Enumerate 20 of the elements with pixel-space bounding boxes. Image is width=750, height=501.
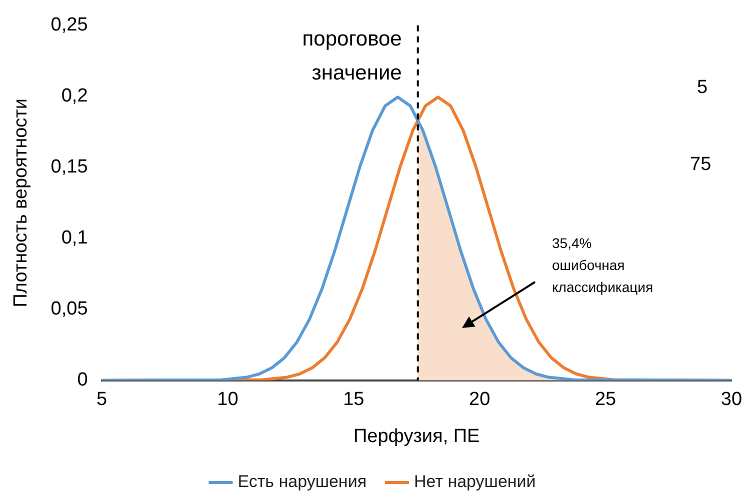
annotation: 75 — [690, 154, 712, 175]
y-tick-label: 0,05 — [50, 298, 88, 320]
x-tick-label: 5 — [96, 389, 108, 410]
x-tick-label: 15 — [343, 389, 364, 410]
y-axis-title: Плотность вероятности — [10, 98, 32, 308]
x-tick-label: 10 — [217, 389, 238, 410]
x-tick-label: 25 — [594, 389, 616, 410]
ref-line-label: пороговое значение — [302, 27, 402, 84]
annotation: 5 — [697, 77, 708, 98]
legend-label: Нет нарушений — [414, 472, 536, 492]
y-tick-label: 0,25 — [50, 14, 88, 36]
x-tick-label: 30 — [720, 389, 742, 410]
y-tick-label: 0,2 — [61, 86, 88, 107]
annotation: 35,4% ошибочная классификация — [552, 235, 654, 295]
legend-label: Есть нарушения — [238, 472, 367, 492]
x-axis-title: Перфузия, ПЕ — [353, 426, 480, 447]
y-tick-label: 0,1 — [61, 228, 88, 249]
x-tick-label: 20 — [469, 389, 490, 410]
y-tick-label: 0 — [77, 370, 88, 391]
y-tick-label: 0,15 — [50, 156, 88, 178]
